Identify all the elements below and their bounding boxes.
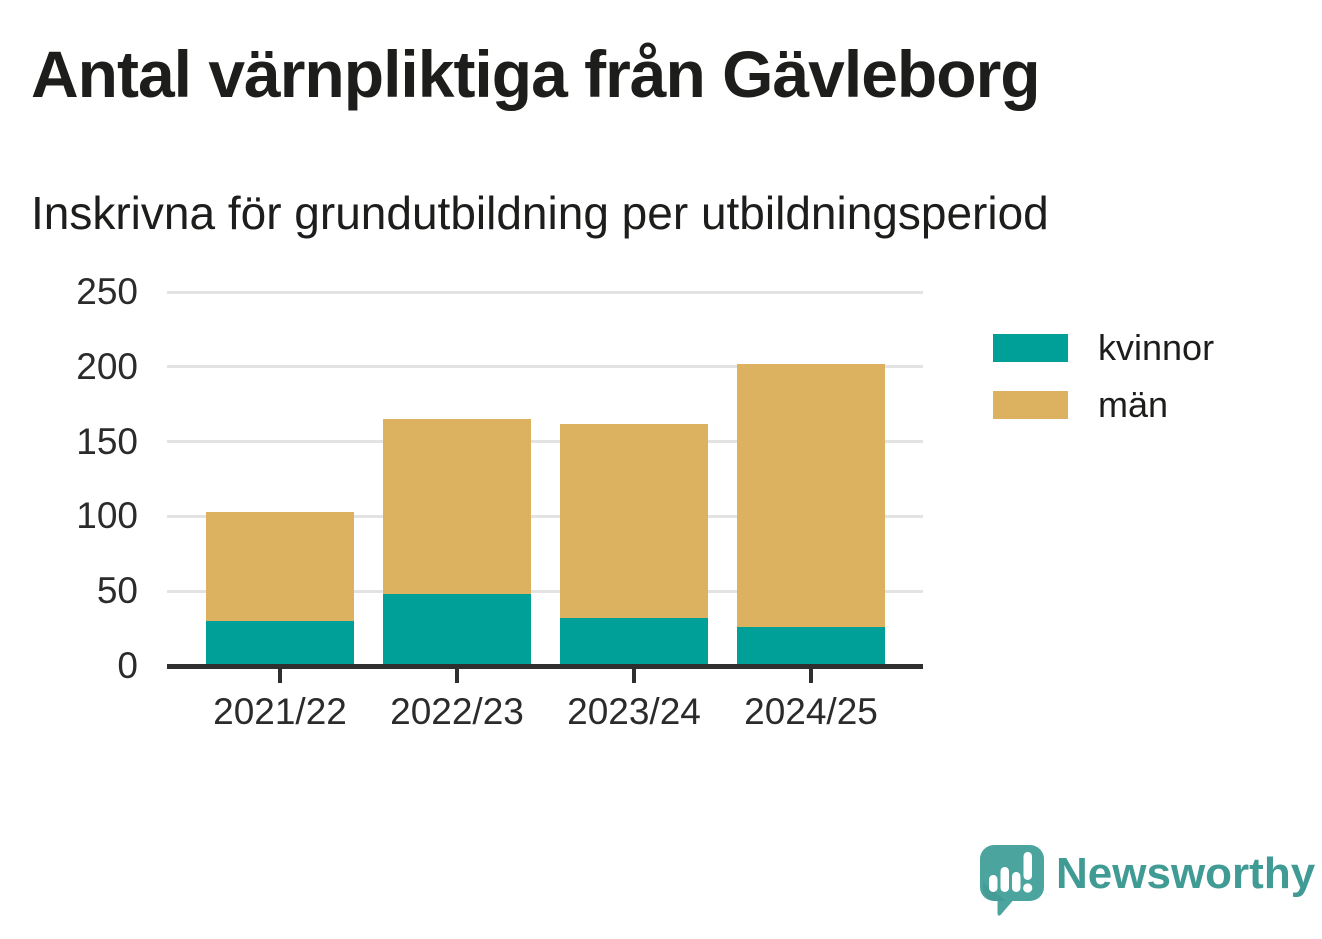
newsworthy-logo-text: Newsworthy [1056, 849, 1316, 898]
x-tick-label-2023-24: 2023/24 [567, 691, 701, 732]
bar-2022-23-segment-kvinnor [383, 594, 531, 666]
legend-swatch-kvinnor [993, 334, 1068, 362]
x-tick-label-2024-25: 2024/25 [744, 691, 878, 732]
legend-swatch-män [993, 391, 1068, 419]
gridline-250 [167, 290, 923, 294]
gridline-150 [167, 440, 923, 444]
legend-label-kvinnor: kvinnor [1098, 327, 1215, 368]
x-tick-2022-23 [455, 668, 459, 683]
chart-title: Antal värnpliktiga från Gävleborg [31, 37, 1041, 111]
legend-label-män: män [1098, 384, 1169, 425]
y-tick-label-250: 250 [76, 271, 138, 312]
legend-item-män: män [993, 384, 1214, 425]
newsworthy-logo-icon [980, 845, 1044, 916]
x-tick-2021-22 [278, 668, 282, 683]
x-tick-2024-25 [809, 668, 813, 683]
gridline-200 [167, 365, 923, 369]
chart-subtitle: Inskrivna för grundutbildning per utbild… [31, 187, 1049, 239]
bar-2022-23-segment-män [383, 419, 531, 595]
bar-2021-22-segment-kvinnor [206, 621, 354, 666]
gridline-50 [167, 589, 923, 593]
x-tick-2023-24 [632, 668, 636, 683]
gridline-100 [167, 514, 923, 518]
newsworthy-branding: Newsworthy [979, 844, 1315, 918]
y-tick-label-0: 0 [117, 645, 138, 686]
bar-2023-24-segment-kvinnor [560, 618, 708, 666]
x-tick-label-2022-23: 2022/23 [390, 691, 524, 732]
x-tick-label-2021-22: 2021/22 [213, 691, 347, 732]
y-tick-label-50: 50 [96, 570, 138, 612]
y-tick-label-200: 200 [76, 345, 138, 387]
legend-item-kvinnor: kvinnor [993, 327, 1215, 368]
bar-2024-25-segment-kvinnor [737, 627, 885, 666]
legend: kvinnor män [993, 327, 1215, 448]
bar-2023-24-segment-män [560, 423, 708, 619]
bar-2021-22-segment-män [206, 511, 354, 622]
y-tick-label-150: 150 [76, 420, 138, 462]
bar-2024-25-segment-män [737, 363, 885, 628]
y-tick-label-100: 100 [76, 495, 138, 537]
x-axis-line [167, 664, 923, 669]
